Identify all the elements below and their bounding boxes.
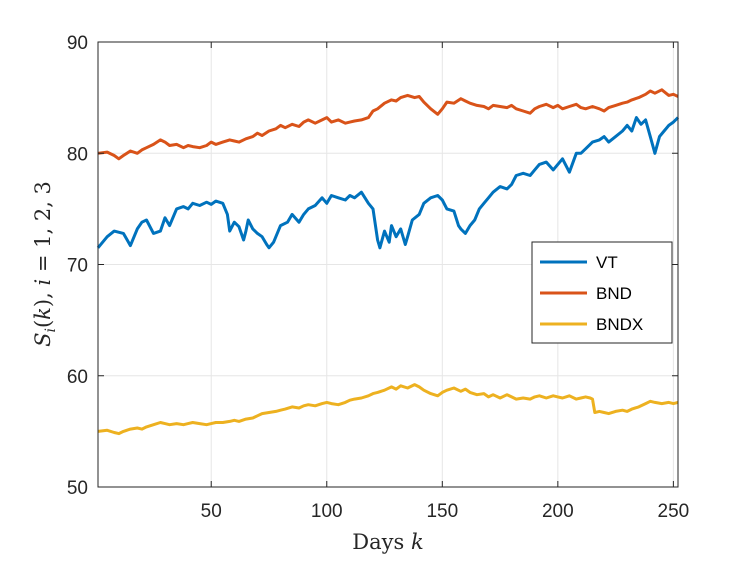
y-tick-label: 60 (67, 367, 88, 388)
y-tick-label: 90 (67, 33, 88, 54)
series-layer (96, 88, 680, 436)
y-tick-label: 70 (67, 256, 88, 277)
legend-label-bndx: BNDX (596, 315, 643, 334)
x-tick-label: 150 (426, 501, 458, 522)
y-tick-label: 80 (67, 144, 88, 165)
x-tick-label: 100 (311, 501, 343, 522)
series-line-bnd (97, 88, 679, 161)
legend-label-bnd: BND (596, 284, 632, 303)
ticks: 50 100 150 200 250 50 60 70 80 90 (67, 33, 689, 522)
x-tick-label: 50 (201, 501, 222, 522)
legend-label-vt: VT (596, 253, 618, 272)
x-axis-label: Days k (352, 530, 423, 554)
series-line-bndx (97, 383, 679, 436)
series-line-vt (96, 116, 680, 250)
legend: VT BND BNDX (531, 241, 673, 344)
x-tick-label: 250 (658, 501, 690, 522)
y-axis-label: Si(k), i = 1, 2, 3 (31, 181, 59, 347)
y-tick-label: 50 (67, 478, 88, 499)
x-tick-label: 200 (542, 501, 574, 522)
